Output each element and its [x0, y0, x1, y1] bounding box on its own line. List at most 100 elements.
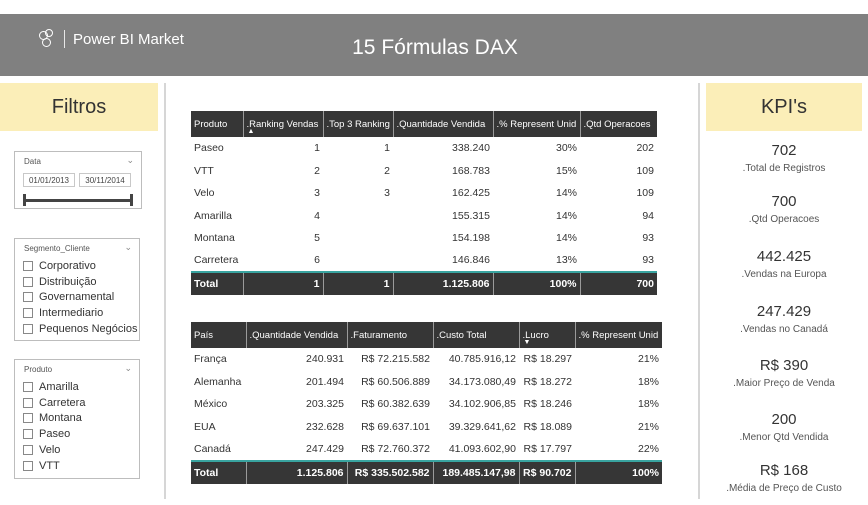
cell: 2 — [314, 164, 320, 177]
table-header-row: País .Quantidade Vendida .Faturamento .C… — [191, 322, 662, 348]
start-date-input[interactable]: 01/01/2013 — [23, 173, 75, 187]
table-row[interactable]: EUA 232.628 R$ 69.637.101 39.329.641,62 R$ 1… — [191, 416, 662, 439]
cell: VTT — [194, 164, 214, 177]
column-header[interactable]: .Faturamento — [347, 322, 434, 348]
table-row[interactable]: Velo 3 3 162.425 14% 109 — [191, 182, 657, 205]
checkbox[interactable] — [23, 397, 33, 408]
date-slicer[interactable]: Data ⌄ 01/01/2013 30/11/2014 — [14, 151, 142, 209]
table-row[interactable]: Canadá 247.429 R$ 72.760.372 41.093.602,90 R… — [191, 438, 662, 461]
product-option[interactable]: Amarilla — [23, 379, 85, 395]
column-header-label: .Lucro — [522, 329, 549, 341]
checkbox[interactable] — [23, 381, 33, 392]
segment-option[interactable]: Governamental — [23, 290, 137, 306]
cell: 93 — [642, 232, 654, 245]
cell: 240.931 — [306, 353, 344, 366]
cell: 2 — [384, 164, 390, 177]
kpi-card: 200 .Menor Qtd Vendida — [706, 410, 862, 443]
table-row[interactable]: VTT 2 2 168.783 15% 109 — [191, 160, 657, 183]
kpi-title: KPI's — [706, 83, 862, 131]
segment-list: Corporativo Distribuição Governamental I… — [23, 258, 137, 337]
total-cell: 100% — [575, 459, 662, 484]
kpi-label: .Qtd Operacoes — [748, 214, 820, 225]
checkbox[interactable] — [23, 308, 33, 319]
product-option[interactable]: Velo — [23, 442, 85, 458]
total-cell: 189.485.147,98 — [433, 459, 520, 484]
column-header[interactable]: .% Represent Unid — [575, 322, 662, 348]
table-row[interactable]: Montana 5 154.198 14% 93 — [191, 227, 657, 250]
kpi-label: .Total de Registros — [742, 163, 826, 174]
date-range-end-handle[interactable] — [130, 194, 133, 206]
product-option[interactable]: Montana — [23, 411, 85, 427]
cell: R$ 72.215.582 — [361, 353, 430, 366]
table-row[interactable]: França 240.931 R$ 72.215.582 40.785.916,12 R… — [191, 348, 662, 371]
country-table: País .Quantidade Vendida .Faturamento .C… — [191, 322, 662, 484]
product-option[interactable]: Paseo — [23, 426, 85, 442]
table-header-row: Produto .Ranking Vendas ▲ .Top 3 Ranking … — [191, 111, 657, 137]
table-row[interactable]: Paseo 1 1 338.240 30% 202 — [191, 137, 657, 160]
segment-option[interactable]: Intermediario — [23, 305, 137, 321]
column-header-sorted[interactable]: .Lucro ▼ — [519, 322, 576, 348]
cell: 21% — [637, 420, 659, 433]
cell: 13% — [555, 254, 577, 267]
page-title-text: 15 Fórmulas DAX — [352, 36, 518, 59]
cell: R$ 60.506.889 — [361, 375, 430, 388]
cell: Paseo — [194, 142, 224, 155]
end-date-input[interactable]: 30/11/2014 — [79, 173, 131, 187]
cell: R$ 18.272 — [523, 375, 572, 388]
column-header[interactable]: .Custo Total — [433, 322, 520, 348]
cell: 18% — [637, 398, 659, 411]
column-header[interactable]: .Quantidade Vendida — [246, 322, 348, 348]
product-option-label: Paseo — [39, 428, 71, 441]
column-header[interactable]: Produto — [191, 111, 244, 137]
column-header[interactable]: País — [191, 322, 247, 348]
kpi-card: R$ 390 .Maior Preço de Venda — [706, 356, 862, 389]
checkbox[interactable] — [23, 413, 33, 424]
filters-title: Filtros — [0, 83, 158, 131]
product-option[interactable]: Carretera — [23, 395, 85, 411]
total-cell: Total — [191, 271, 244, 295]
date-range-start-handle[interactable] — [23, 194, 26, 206]
chevron-down-icon[interactable]: ⌄ — [126, 155, 134, 165]
cell: 202 — [636, 142, 654, 155]
cell: Velo — [194, 187, 215, 200]
checkbox[interactable] — [23, 445, 33, 456]
checkbox[interactable] — [23, 292, 33, 303]
column-header[interactable]: .Quantidade Vendida — [393, 111, 494, 137]
table-row[interactable]: México 203.325 R$ 60.382.639 34.102.906,85 R… — [191, 393, 662, 416]
date-range-track[interactable] — [23, 199, 133, 202]
checkbox[interactable] — [23, 324, 33, 335]
table-row[interactable]: Amarilla 4 155.315 14% 94 — [191, 205, 657, 228]
kpi-card: 700 .Qtd Operacoes — [706, 192, 862, 225]
cell: 146.846 — [452, 254, 490, 267]
checkbox[interactable] — [23, 260, 33, 271]
chevron-down-icon[interactable]: ⌄ — [124, 242, 132, 252]
cell: 232.628 — [306, 420, 344, 433]
checkbox[interactable] — [23, 429, 33, 440]
segment-option[interactable]: Corporativo — [23, 258, 137, 274]
segment-option-label: Corporativo — [39, 259, 96, 272]
table-row[interactable]: Alemanha 201.494 R$ 60.506.889 34.173.080,4… — [191, 371, 662, 394]
segment-option[interactable]: Pequenos Negócios — [23, 321, 137, 337]
segment-option[interactable]: Distribuição — [23, 274, 137, 290]
cell: 15% — [555, 164, 577, 177]
product-option-label: VTT — [39, 459, 60, 472]
checkbox[interactable] — [23, 460, 33, 471]
segment-option-label: Governamental — [39, 291, 115, 304]
product-option[interactable]: VTT — [23, 458, 85, 474]
cell: 109 — [636, 187, 654, 200]
cell: Carretera — [194, 254, 239, 267]
column-header-sorted[interactable]: .Ranking Vendas ▲ — [243, 111, 324, 137]
kpi-value: 702 — [771, 142, 797, 159]
table-row[interactable]: Carretera 6 146.846 13% 93 — [191, 250, 657, 273]
column-header[interactable]: .Top 3 Ranking — [323, 111, 394, 137]
product-option-label: Velo — [39, 444, 61, 457]
power-bi-market-logo-icon — [38, 29, 58, 49]
cell: 39.329.641,62 — [448, 420, 516, 433]
product-list: Amarilla Carretera Montana Paseo Velo VT… — [23, 379, 85, 474]
cell: 30% — [555, 142, 577, 155]
column-header[interactable]: .% Represent Unid — [493, 111, 581, 137]
brand-name: Power BI Market — [73, 30, 184, 48]
column-header[interactable]: .Qtd Operacoes — [580, 111, 657, 137]
chevron-down-icon[interactable]: ⌄ — [124, 363, 132, 373]
checkbox[interactable] — [23, 276, 33, 287]
